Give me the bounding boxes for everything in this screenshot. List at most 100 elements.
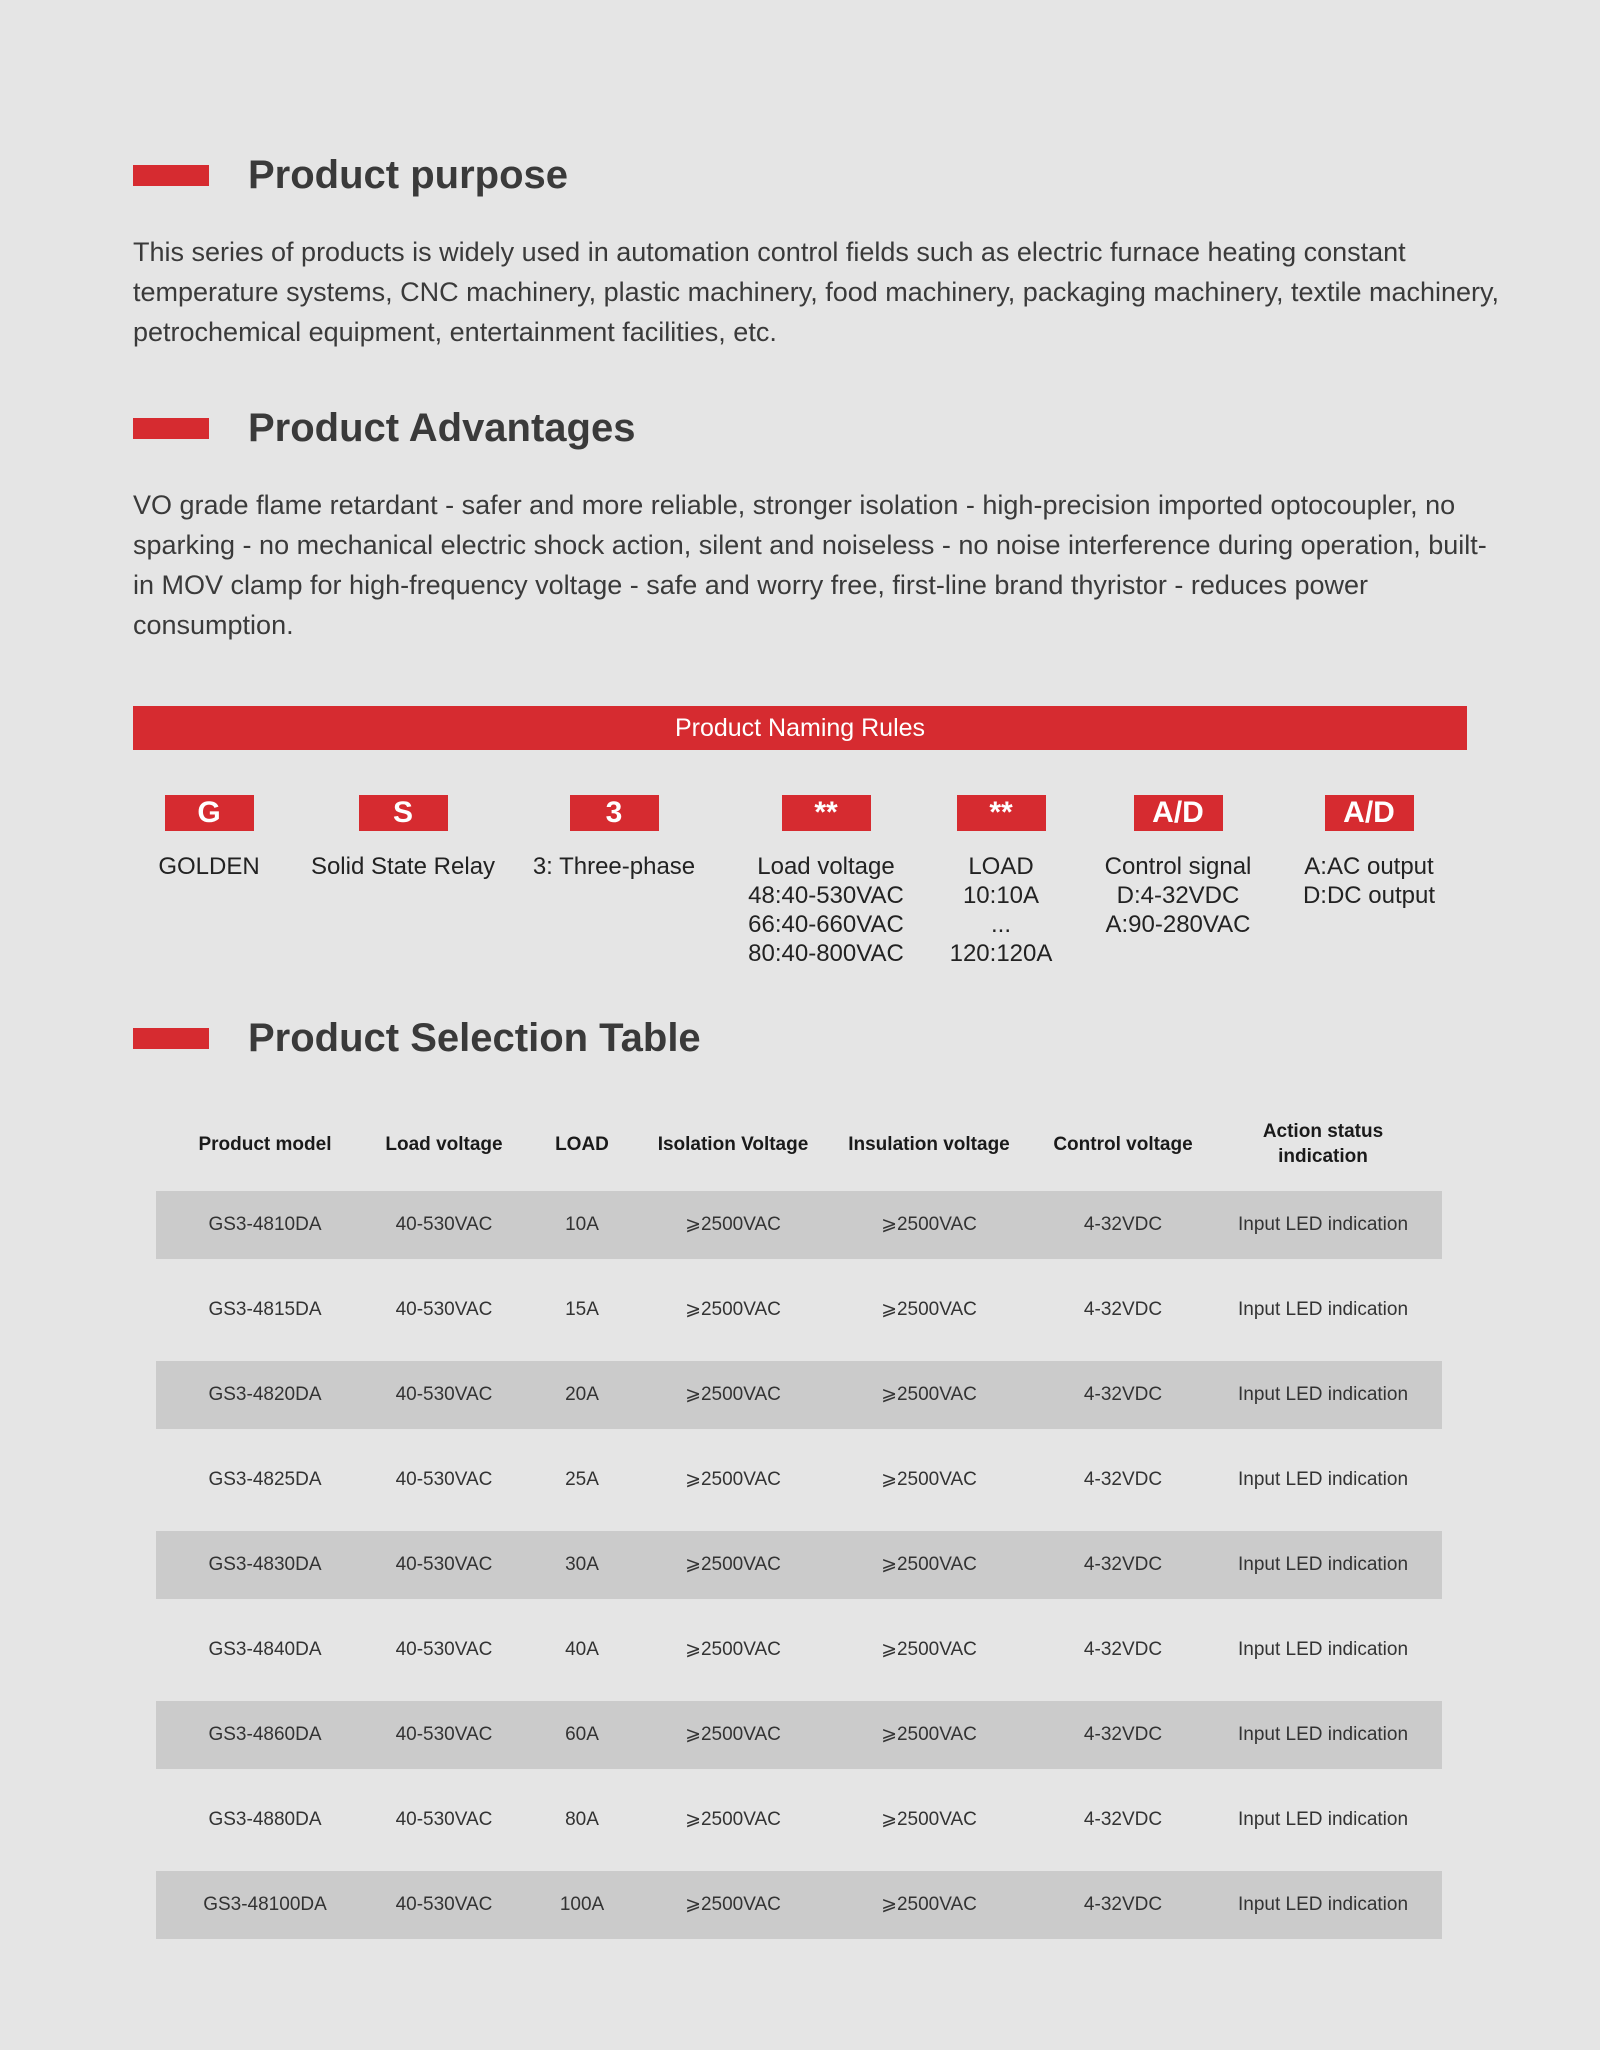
- section-text: This series of products is widely used i…: [133, 237, 1500, 347]
- table-cell: ⩾2500VAC: [685, 1469, 781, 1490]
- table-cell: Input LED indication: [1237, 1384, 1409, 1405]
- naming-line: ...: [990, 911, 1011, 938]
- table-cell: GS3-4860DA: [208, 1724, 322, 1745]
- section-bar: [133, 1028, 209, 1049]
- table-row-bg: [156, 1191, 1442, 1259]
- table-cell: GS3-4815DA: [208, 1299, 322, 1320]
- table-cell: 40-530VAC: [395, 1299, 493, 1320]
- table-cell: ⩾2500VAC: [685, 1724, 781, 1745]
- table-cell: ⩾2500VAC: [685, 1894, 781, 1915]
- naming-code: A/D: [1324, 795, 1414, 831]
- table-cell: Input LED indication: [1237, 1299, 1409, 1320]
- table-cell: 40-530VAC: [395, 1469, 493, 1490]
- table-cell: Input LED indication: [1237, 1214, 1409, 1235]
- table-cell: GS3-4880DA: [208, 1809, 322, 1830]
- table-row-bg: [156, 1361, 1442, 1429]
- table-cell: 4-32VDC: [1083, 1299, 1163, 1320]
- naming-line: 10:10A: [962, 882, 1040, 909]
- section-text: VO grade flame retardant - safer and mor…: [133, 490, 1487, 640]
- naming-code: **: [781, 795, 871, 831]
- naming-line: A:90-280VAC: [1105, 911, 1251, 938]
- section-bar: [133, 165, 209, 186]
- naming-line: Solid State Relay: [310, 853, 496, 880]
- table-cell: 4-32VDC: [1083, 1809, 1163, 1830]
- naming-line: Control signal: [1104, 853, 1252, 880]
- naming-label: GOLDEN: [94, 852, 324, 881]
- naming-code: A/D: [1133, 795, 1223, 831]
- table-cell: GS3-4810DA: [208, 1214, 322, 1235]
- table-cell: ⩾2500VAC: [881, 1469, 977, 1490]
- table-cell: 100A: [559, 1894, 605, 1915]
- table-header: Load voltage: [385, 1133, 503, 1155]
- table-cell: ⩾2500VAC: [685, 1299, 781, 1320]
- table-cell: GS3-4820DA: [208, 1384, 322, 1405]
- naming-label: Load voltage 48:40-530VAC 66:40-660VAC 80:4…: [711, 852, 941, 968]
- table-cell: Input LED indication: [1237, 1554, 1409, 1575]
- table-cell: ⩾2500VAC: [881, 1299, 977, 1320]
- table-cell: ⩾2500VAC: [685, 1809, 781, 1830]
- naming-label: Solid State Relay: [288, 852, 518, 881]
- table-header: Action status indication: [1262, 1121, 1384, 1167]
- section-title: Product purpose: [248, 153, 569, 197]
- table-header: Insulation voltage: [848, 1133, 1010, 1155]
- table-cell: 4-32VDC: [1083, 1894, 1163, 1915]
- table-cell: 4-32VDC: [1083, 1554, 1163, 1575]
- naming-line: 48:40-530VAC: [748, 882, 904, 909]
- table-row-bg: [156, 1531, 1442, 1599]
- naming-label: A:AC output D:DC output: [1254, 852, 1484, 910]
- table-cell: ⩾2500VAC: [685, 1384, 781, 1405]
- table-cell: 25A: [565, 1469, 599, 1490]
- table-header: LOAD: [555, 1133, 609, 1155]
- naming-line: 66:40-660VAC: [748, 911, 904, 938]
- table-header: Isolation Voltage: [657, 1133, 809, 1155]
- table-cell: 40-530VAC: [395, 1384, 493, 1405]
- table-cell: 4-32VDC: [1083, 1469, 1163, 1490]
- table-header: Control voltage: [1053, 1133, 1193, 1155]
- naming-code: 3: [569, 795, 659, 831]
- table-cell: Input LED indication: [1237, 1639, 1409, 1660]
- table-cell: ⩾2500VAC: [881, 1724, 977, 1745]
- table-cell: 40A: [565, 1639, 599, 1660]
- naming-line: D:4-32VDC: [1116, 882, 1240, 909]
- table-cell: GS3-4825DA: [208, 1469, 322, 1490]
- section-title: Product Advantages: [248, 406, 636, 450]
- table-cell: 4-32VDC: [1083, 1384, 1163, 1405]
- naming-label: LOAD 10:10A... 120:120A: [886, 852, 1116, 968]
- naming-line: A:AC output: [1304, 853, 1434, 880]
- table-cell: ⩾2500VAC: [881, 1554, 977, 1575]
- naming-line: D:DC output: [1302, 882, 1436, 909]
- table-cell: 15A: [565, 1299, 599, 1320]
- naming-line: LOAD: [968, 853, 1034, 880]
- table-cell: GS3-48100DA: [203, 1894, 327, 1915]
- naming-line: 80:40-800VAC: [748, 940, 904, 967]
- table-cell: 4-32VDC: [1083, 1724, 1163, 1745]
- table-cell: Input LED indication: [1237, 1894, 1409, 1915]
- table-cell: 40-530VAC: [395, 1724, 493, 1745]
- table-cell: 40-530VAC: [395, 1554, 493, 1575]
- table-cell: Input LED indication: [1237, 1724, 1409, 1745]
- table-cell: 40-530VAC: [395, 1214, 493, 1235]
- table-row-bg: [156, 1871, 1442, 1939]
- table-cell: 60A: [565, 1724, 599, 1745]
- table-cell: ⩾2500VAC: [881, 1639, 977, 1660]
- table-cell: 80A: [565, 1809, 599, 1830]
- naming-banner: Product Naming Rules: [133, 706, 1467, 750]
- naming-line: GOLDEN: [158, 853, 260, 880]
- table-cell: GS3-4830DA: [208, 1554, 322, 1575]
- table-cell: 40-530VAC: [395, 1894, 493, 1915]
- table-cell: 40-530VAC: [395, 1809, 493, 1830]
- table-cell: ⩾2500VAC: [881, 1214, 977, 1235]
- naming-label: 3: Three-phase: [499, 852, 729, 881]
- naming-line: Load voltage: [757, 853, 895, 880]
- table-cell: 4-32VDC: [1083, 1214, 1163, 1235]
- naming-code: G: [164, 795, 254, 831]
- table-header: Product model: [198, 1133, 332, 1155]
- table-cell: ⩾2500VAC: [881, 1894, 977, 1915]
- table-cell: ⩾2500VAC: [881, 1384, 977, 1405]
- table-cell: ⩾2500VAC: [685, 1214, 781, 1235]
- naming-label: Control signal D:4-32VDC A:90-280VAC: [1063, 852, 1293, 939]
- naming-line: 120:120A: [949, 940, 1053, 967]
- table-cell: 30A: [565, 1554, 599, 1575]
- table-cell: 10A: [565, 1214, 599, 1235]
- naming-code: **: [956, 795, 1046, 831]
